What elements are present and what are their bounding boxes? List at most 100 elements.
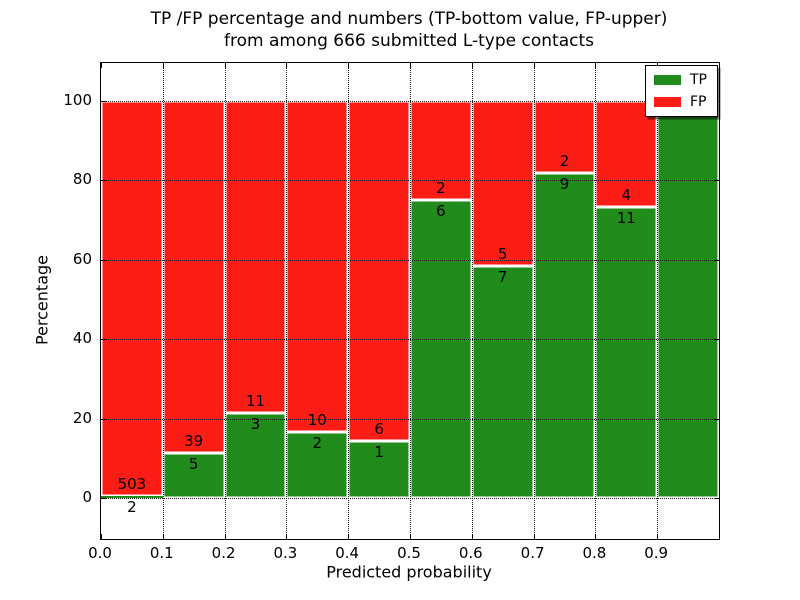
legend-item-fp: FP [654,95,707,109]
x-tick-mark [348,534,350,539]
x-tick-label: 0.0 [88,544,112,562]
tp-count-label: 1 [374,443,384,462]
tp-count-label: 11 [616,208,636,227]
x-tick-mark [101,534,102,539]
y-tick-mark [101,339,106,341]
x-tick-mark [410,534,411,539]
x-gridline [224,63,226,539]
x-gridline [595,63,597,539]
x-tick-mark-top [471,63,473,68]
bar-fp-segment [224,101,287,413]
y-tick-mark [101,101,106,102]
fp-count-label: 2 [436,179,446,198]
x-tick-label: 0.8 [582,544,607,562]
x-tick-label: 0.5 [397,544,421,562]
bar-fp-segment [348,101,410,442]
tp-count-label: 5 [188,454,199,473]
x-tick-label: 0.6 [458,544,483,562]
fp-count-label: 10 [307,410,327,429]
fp-count-label: 39 [184,431,204,450]
x-tick-mark-top [595,63,597,68]
y-tick-label: 60 [72,249,92,268]
chart-title-line1: TP /FP percentage and numbers (TP-bottom… [150,9,668,29]
fp-count-label: 2 [559,152,570,171]
x-tick-mark-top [410,63,411,68]
tp-count-label: 2 [127,498,137,517]
bar-fp-segment [101,101,163,497]
x-tick-mark [657,534,659,539]
bar-fp-segment [533,101,596,174]
fp-count-label: 11 [245,391,266,410]
y-tick-mark-right [714,180,719,182]
x-tick-mark [595,534,597,539]
bar-fp-segment [471,101,534,267]
x-tick-label: 0.4 [335,544,360,562]
bar-tp-segment [162,452,225,498]
bar-tp-segment [224,412,287,498]
bar-tp-segment [533,173,596,498]
x-tick-mark [224,534,226,539]
y-tick-mark [101,418,106,420]
x-gridline [162,63,164,539]
y-tick-label: 20 [72,408,92,427]
legend-label-fp: FP [690,94,707,110]
bar-tp-segment [471,266,534,498]
x-tick-mark [533,534,535,539]
x-tick-label: 0.9 [644,544,669,562]
x-tick-label: 0.1 [149,544,174,562]
x-tick-mark-top [101,63,102,68]
tp-count-label: 9 [559,175,570,194]
bar-fp-segment [162,101,225,453]
tp-count-label: 7 [497,268,508,287]
x-tick-mark-top [224,63,226,68]
x-tick-label: 0.3 [273,544,298,562]
y-tick-mark-right [714,418,719,420]
x-tick-label: 0.2 [211,544,236,562]
x-gridline [286,63,288,539]
fp-count-label: 5 [497,245,508,264]
legend-swatch-tp-icon [654,75,681,85]
x-tick-mark [471,534,473,539]
bar-fp-segment [410,101,472,201]
tp-count-label: 6 [436,202,446,221]
bar-tp-segment [410,200,472,498]
bar-tp-segment [595,206,658,498]
y-tick-label: 80 [72,170,92,189]
bar-tp-segment [286,431,349,498]
y-tick-mark-right [714,498,719,499]
legend-item-tp: TP [654,73,707,87]
fp-count-label: 4 [621,185,632,204]
y-tick-label: 40 [72,329,92,348]
chart-title: TP /FP percentage and numbers (TP-bottom… [18,8,800,52]
x-tick-mark-top [162,63,164,68]
fp-count-label: 6 [374,420,384,439]
x-gridline [410,63,411,539]
tp-count-label: 2 [312,433,323,452]
bar-tp-segment [657,101,719,498]
x-tick-mark-top [348,63,350,68]
y-tick-mark [101,259,106,261]
plot-area: 50323951131026126572941138 [100,62,720,540]
legend-swatch-fp-icon [654,97,681,107]
x-tick-mark-top [533,63,535,68]
legend: TP FP [645,65,718,117]
bar-fp-segment [286,101,349,432]
x-gridline [471,63,473,539]
y-tick-mark [101,180,106,182]
fp-count-label: 503 [117,475,147,494]
x-tick-mark [162,534,164,539]
y-tick-mark-right [714,339,719,341]
y-tick-mark-right [714,259,719,261]
legend-label-tp: TP [690,72,707,88]
y-tick-label: 100 [63,91,92,109]
bar-tp-segment [101,496,163,499]
bar-tp-segment [348,441,410,498]
x-gridline [657,63,659,539]
bar-fp-segment [595,101,658,207]
y-tick-label: 0 [82,488,92,506]
x-tick-mark-top [286,63,288,68]
x-gridline [533,63,535,539]
tp-count-label: 3 [250,414,261,433]
chart-title-line2: from among 666 submitted L-type contacts [223,31,594,51]
